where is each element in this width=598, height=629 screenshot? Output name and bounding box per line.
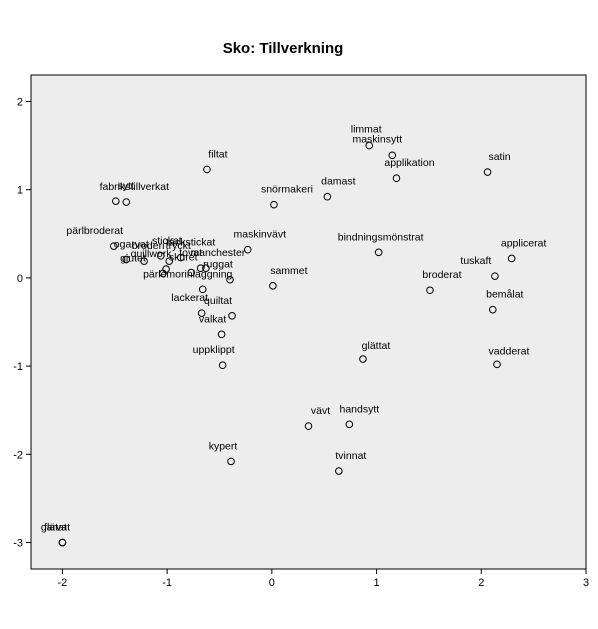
point-label: täckstickat — [166, 237, 215, 249]
point-label: quillwork — [131, 248, 173, 260]
data-point — [58, 538, 67, 547]
data-point — [491, 272, 499, 280]
point-label: valkat — [199, 313, 227, 325]
point-label: tryckt — [166, 240, 191, 252]
data-point — [227, 457, 235, 466]
point-label: broderat — [422, 269, 461, 281]
point-label: quiltat — [204, 295, 232, 307]
data-point — [392, 174, 401, 183]
point-label: maskinvävt — [234, 229, 287, 241]
point-label: tuskaft — [460, 255, 491, 267]
x-tick-label: 0 — [269, 577, 275, 589]
point-label: gjutet — [120, 252, 146, 264]
point-label: handsytt — [339, 403, 379, 415]
chart-title: Sko: Tillverkning — [223, 40, 344, 57]
point-label: skuret — [169, 252, 198, 264]
point-label: applicerat — [501, 237, 547, 249]
data-point — [228, 312, 236, 320]
point-label: applikation — [384, 157, 434, 169]
data-point — [202, 264, 210, 272]
point-label: ruggat — [203, 259, 233, 271]
point-label: kypert — [209, 440, 238, 452]
data-point — [140, 257, 148, 265]
data-point — [335, 467, 343, 475]
plot-area — [30, 74, 587, 570]
point-label: uppklippt — [193, 344, 235, 356]
data-point — [304, 422, 313, 430]
data-point — [159, 269, 167, 278]
point-label: glättat — [362, 340, 391, 352]
data-point — [218, 361, 227, 370]
point-label: damast — [321, 176, 356, 188]
y-tick-label: 1 — [17, 185, 23, 197]
y-tick-label: -1 — [13, 361, 23, 373]
x-tick-label: -2 — [58, 577, 68, 589]
point-label: lackerat — [171, 292, 208, 304]
y-axis: 2 1 0 -1 -2 -3 — [13, 96, 31, 550]
data-point — [198, 285, 207, 294]
data-point — [269, 282, 277, 290]
point-label: maskinsytt — [352, 133, 402, 145]
point-label: pärlemorinläggning — [143, 268, 232, 280]
data-point — [345, 420, 354, 429]
point-label: vävt — [311, 405, 330, 417]
x-tick-label: 3 — [583, 577, 589, 589]
point-label: tvinnat — [335, 450, 366, 462]
point-label: manchester — [190, 247, 245, 259]
point-label: garvat — [41, 522, 70, 534]
point-label: flätat — [44, 522, 67, 534]
point-label: ogarvat — [114, 238, 149, 250]
y-tick-label: 0 — [17, 273, 23, 285]
point-label: filtat — [208, 148, 227, 160]
point-label: satin — [488, 151, 510, 163]
data-point — [323, 192, 332, 201]
data-point — [507, 254, 516, 263]
data-point — [157, 252, 165, 260]
x-axis: -2 -1 0 1 2 3 — [58, 569, 589, 589]
data-point — [243, 245, 252, 254]
data-point — [109, 242, 118, 250]
x-tick-label: 2 — [478, 577, 484, 589]
point-label: bindningsmönstrat — [338, 231, 424, 243]
point-label: fabrikstillverkat — [100, 181, 170, 193]
data-point — [112, 197, 120, 205]
point-label: sammet — [270, 265, 307, 277]
point-label: tovat — [179, 247, 202, 259]
data-point — [187, 268, 196, 277]
data-point — [374, 248, 383, 257]
point-label: pärlbroderat — [66, 225, 123, 237]
point-label: bemålat — [486, 289, 523, 301]
point-label: snörmakeri — [261, 184, 313, 196]
point-label: broderi — [132, 240, 165, 252]
data-point — [197, 309, 206, 317]
data-point — [226, 275, 234, 284]
data-point — [217, 330, 226, 339]
point-label: stickat — [152, 235, 182, 247]
data-point — [165, 257, 174, 265]
data-point — [426, 286, 434, 295]
data-point — [483, 168, 492, 176]
point-label: vadderat — [489, 345, 530, 357]
data-point — [203, 165, 211, 174]
point-label: sytt — [118, 180, 134, 192]
x-tick-label: -1 — [162, 577, 172, 589]
data-point — [493, 360, 501, 369]
y-tick-label: -2 — [13, 449, 23, 461]
y-tick-label: 2 — [17, 96, 23, 108]
data-point — [270, 200, 278, 209]
data-point — [365, 141, 374, 150]
point-label: limmat — [351, 124, 382, 136]
data-point — [489, 305, 497, 314]
data-point — [122, 198, 131, 206]
data-point — [196, 264, 205, 272]
y-tick-label: -3 — [13, 538, 23, 550]
data-point — [359, 355, 367, 363]
data-point — [176, 253, 185, 262]
data-point — [122, 255, 131, 264]
x-tick-label: 1 — [374, 577, 380, 589]
data-point — [388, 151, 397, 160]
